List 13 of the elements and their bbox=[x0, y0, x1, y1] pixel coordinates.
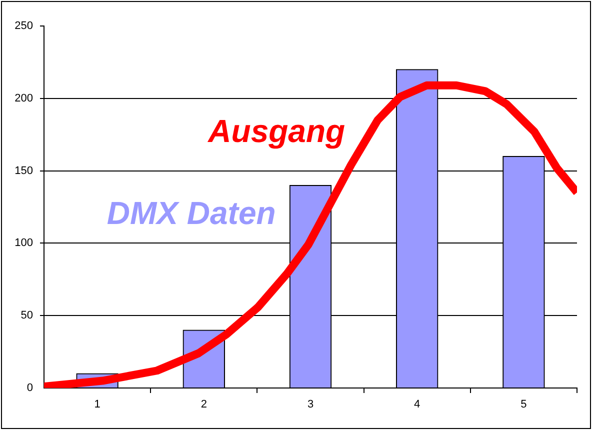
y-tick-label: 0 bbox=[26, 382, 33, 394]
series-label: DMX Daten bbox=[106, 195, 276, 232]
y-tick-label: 100 bbox=[14, 237, 33, 250]
x-tick-label: 5 bbox=[520, 398, 527, 411]
y-tick-label: 50 bbox=[20, 310, 33, 322]
y-tick-label: 200 bbox=[14, 92, 33, 104]
series-label: Ausgang bbox=[207, 112, 346, 149]
x-tick-label: 1 bbox=[94, 398, 100, 411]
x-tick-label: 2 bbox=[200, 398, 207, 411]
x-tick-label: 3 bbox=[307, 398, 314, 411]
y-tick-label: 250 bbox=[14, 20, 33, 32]
y-tick-label: 150 bbox=[14, 164, 33, 177]
x-tick-label: 4 bbox=[414, 398, 420, 411]
